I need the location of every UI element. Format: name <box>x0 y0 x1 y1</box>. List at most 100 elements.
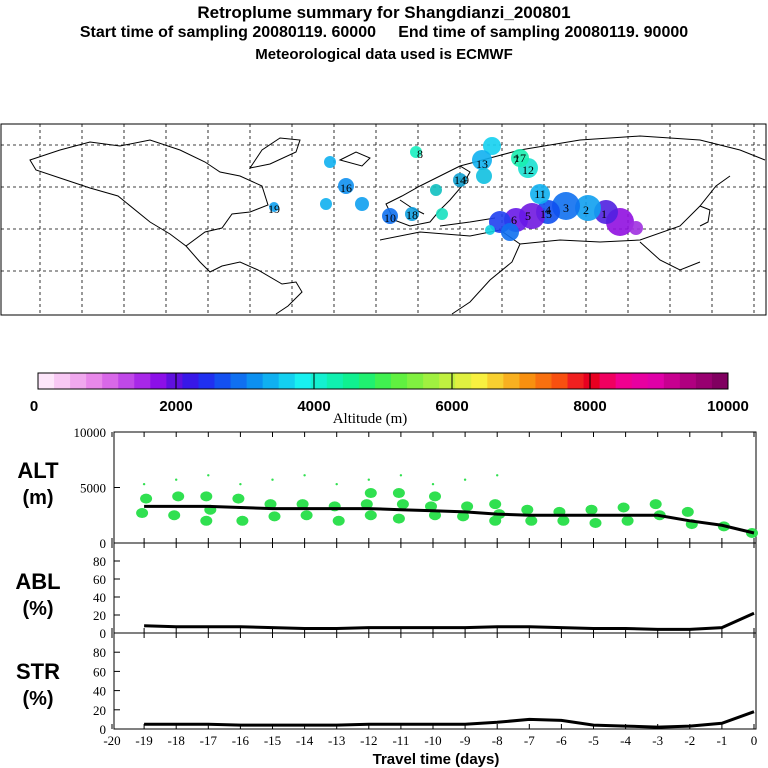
trajectory-cluster <box>483 137 501 155</box>
x-tick-label: -13 <box>328 733 345 748</box>
x-tick-label: -11 <box>392 733 409 748</box>
colorbar-tick-label: 0 <box>30 398 38 415</box>
trajectory-cluster <box>530 184 550 204</box>
altitude-point <box>142 482 146 486</box>
trajectory-cluster <box>430 184 442 196</box>
colorbar-swatch <box>54 373 71 389</box>
y-tick-label: 80 <box>93 645 106 660</box>
x-tick-label: -14 <box>296 733 314 748</box>
y-tick-label: 80 <box>93 554 106 569</box>
x-tick-label: 0 <box>751 733 758 748</box>
altitude-point <box>200 515 213 526</box>
trajectory-cluster <box>320 198 332 210</box>
colorbar-swatch <box>599 373 617 389</box>
panel-alt: 0 5000 10000 ALT (m) <box>17 425 758 551</box>
x-tick-label: -4 <box>620 733 631 748</box>
colorbar-swatch <box>310 373 328 389</box>
trajectory-cluster <box>476 168 492 184</box>
altitude-point <box>585 504 598 515</box>
colorbar-swatch <box>374 373 392 389</box>
trajectory-label: 6 <box>511 213 517 227</box>
altitude-point <box>617 502 630 513</box>
colorbar-swatch <box>551 373 569 389</box>
chart-title: Retroplume summary for Shangdianzi_20080… <box>197 3 571 22</box>
colorbar-swatch <box>86 373 103 389</box>
altitude-point <box>300 510 313 521</box>
series-line-str <box>144 710 755 729</box>
colorbar-swatch <box>214 373 232 389</box>
colorbar-tick-label: 10000 <box>707 398 749 415</box>
altitude-point <box>207 474 210 477</box>
trajectory-label: 7 <box>513 153 519 167</box>
trajectory-cluster <box>338 178 354 194</box>
y-tick-label: 5000 <box>80 481 106 496</box>
altitude-point <box>399 474 403 477</box>
altitude-point <box>271 478 274 481</box>
colorbar-swatch <box>535 373 552 389</box>
series-line-alt <box>144 504 755 535</box>
trajectory-cluster <box>575 195 601 221</box>
colorbar-swatch <box>358 373 376 389</box>
altitude-point <box>335 482 338 486</box>
altitude-point <box>396 499 409 510</box>
x-tick-label: -17 <box>200 733 218 748</box>
colorbar-swatch <box>455 373 472 389</box>
trajectory-cluster <box>269 202 279 212</box>
altitude-point <box>425 501 437 512</box>
altitude-point <box>264 499 277 510</box>
colorbar-swatch <box>166 373 183 389</box>
altitude-point <box>589 518 602 529</box>
altitude-point <box>168 510 181 521</box>
colorbar-swatch <box>615 373 633 389</box>
altitude-point <box>200 491 213 502</box>
x-tick-label: -10 <box>424 733 441 748</box>
trajectory-label: 16 <box>340 181 352 195</box>
altitude-point <box>367 478 370 481</box>
colorbar-swatch <box>423 373 440 389</box>
x-tick-label: -7 <box>524 733 535 748</box>
colorbar-swatch <box>326 373 344 389</box>
altitude-point <box>303 474 306 477</box>
trajectory-label: 14 <box>454 173 466 187</box>
colorbar-tick-label: 4000 <box>297 398 330 415</box>
colorbar-swatch <box>294 373 312 389</box>
trajectory-label: 18 <box>406 208 418 222</box>
altitude-colorbar: 0 2000 4000 6000 8000 10000 <box>30 372 749 415</box>
x-tick-label: -18 <box>168 733 185 748</box>
panel-frame <box>113 431 757 544</box>
altitude-point <box>140 493 153 504</box>
colorbar-swatch <box>38 373 55 389</box>
colorbar-swatch <box>487 373 504 389</box>
x-tick-label: -2 <box>684 733 695 748</box>
colorbar-tick-label: 8000 <box>573 398 606 415</box>
altitude-point <box>364 510 377 521</box>
x-tick-label: -1 <box>716 733 727 748</box>
series-line-abl <box>144 611 755 631</box>
trajectory-label: 19 <box>268 202 280 216</box>
colorbar-swatch <box>471 373 488 389</box>
altitude-point <box>463 478 467 481</box>
trajectory-label: 5 <box>525 209 531 223</box>
altitude-point <box>521 504 534 515</box>
altitude-point <box>236 515 249 526</box>
colorbar-swatch <box>134 373 151 389</box>
y-tick-label: 60 <box>93 664 106 679</box>
colorbar-swatch <box>262 373 280 389</box>
altitude-point <box>332 515 345 526</box>
colorbar-swatch <box>663 373 681 389</box>
x-tick-label: -15 <box>264 733 281 748</box>
panel-unit: (m) <box>22 487 53 509</box>
trajectory-label: 1 <box>601 207 607 221</box>
trajectory-label: 17 <box>514 151 526 165</box>
colorbar-swatch <box>711 373 729 389</box>
colorbar-swatch <box>647 373 665 389</box>
altitude-point <box>525 515 538 526</box>
altitude-point <box>360 499 373 510</box>
y-tick-label: 40 <box>93 590 106 605</box>
altitude-point <box>296 499 309 510</box>
altitude-point <box>496 474 499 477</box>
x-tick-label: -16 <box>232 733 250 748</box>
colorbar-tick-label: 6000 <box>435 398 468 415</box>
colorbar-swatch <box>342 373 360 389</box>
